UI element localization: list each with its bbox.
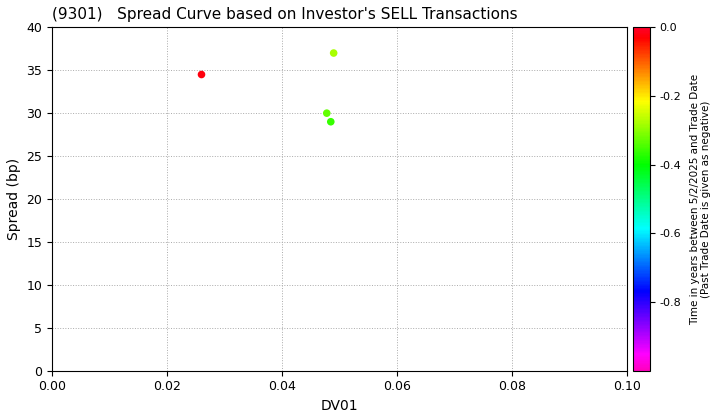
Point xyxy=(321,110,333,116)
Point xyxy=(328,50,339,56)
Y-axis label: Time in years between 5/2/2025 and Trade Date
(Past Trade Date is given as negat: Time in years between 5/2/2025 and Trade… xyxy=(690,74,711,325)
Y-axis label: Spread (bp): Spread (bp) xyxy=(7,158,21,240)
Text: (9301)   Spread Curve based on Investor's SELL Transactions: (9301) Spread Curve based on Investor's … xyxy=(52,7,518,22)
Point xyxy=(196,71,207,78)
Point xyxy=(325,118,336,125)
X-axis label: DV01: DV01 xyxy=(320,399,359,413)
